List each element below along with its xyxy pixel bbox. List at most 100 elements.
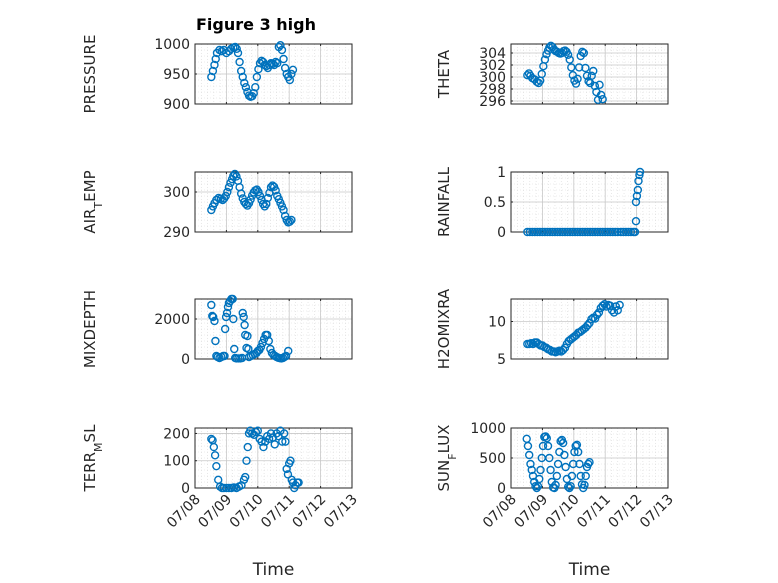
y-tick-label: 300 — [479, 70, 506, 86]
data-point — [570, 447, 579, 457]
data-point — [212, 461, 221, 471]
y-tick-label: 900 — [163, 97, 190, 113]
data-point — [531, 482, 540, 491]
axes-frame — [194, 427, 353, 489]
axes-frame — [510, 298, 669, 360]
data-point — [209, 312, 218, 322]
data-point — [271, 186, 280, 195]
data-point — [538, 441, 548, 451]
y-tick-label: 0 — [181, 481, 190, 497]
data-point — [242, 456, 251, 465]
data-point — [281, 351, 291, 361]
data-point — [523, 441, 533, 451]
y-tick-label: 298 — [479, 82, 506, 98]
data-point — [613, 227, 622, 237]
data-point — [543, 441, 553, 451]
data-point — [240, 78, 249, 88]
data-point — [283, 470, 293, 479]
data-point — [573, 447, 583, 457]
data-point — [545, 43, 554, 52]
data-point — [236, 189, 246, 198]
data-point — [631, 216, 641, 226]
data-point — [632, 191, 642, 201]
data-point — [527, 465, 536, 475]
data-point — [525, 450, 534, 460]
data-point — [615, 300, 624, 310]
data-point — [263, 193, 273, 203]
data-point — [255, 191, 265, 201]
data-point — [220, 351, 229, 361]
y-tick-label: 304 — [479, 46, 506, 62]
data-point — [279, 429, 289, 438]
data-point — [581, 471, 590, 481]
data-point — [558, 345, 568, 355]
data-point — [232, 172, 241, 181]
data-point — [294, 478, 303, 487]
data-point — [592, 310, 602, 319]
y-axis-label: H2OMIXRA — [435, 288, 453, 369]
data-point — [273, 59, 282, 68]
data-point — [284, 346, 293, 356]
y-tick-label: 1000 — [470, 421, 506, 437]
data-point — [541, 432, 550, 441]
data-point — [568, 459, 578, 469]
data-point — [281, 437, 290, 446]
data-point — [278, 437, 287, 446]
y-tick-label: 302 — [479, 58, 506, 74]
subplot-mixdepth: 0 2000 MIXDEPTH — [81, 290, 353, 368]
y-axis-label: RAINFALL — [435, 166, 453, 237]
data-point — [567, 63, 576, 72]
data-point — [257, 437, 266, 446]
data-point — [244, 344, 253, 354]
data-point — [602, 302, 611, 311]
data-point — [580, 480, 589, 490]
data-point — [251, 82, 260, 92]
data-point — [561, 462, 570, 472]
y-tick-label: 0.5 — [484, 195, 506, 211]
data-point — [211, 336, 220, 346]
data-point — [259, 442, 268, 452]
data-point — [537, 69, 546, 79]
data-point — [210, 451, 220, 460]
y-axis-label: TERRMSL — [81, 424, 105, 493]
data-point — [598, 94, 607, 104]
data-point — [579, 48, 589, 58]
data-point — [287, 69, 296, 79]
y-tick-label: 290 — [163, 225, 190, 241]
data-point — [536, 465, 545, 475]
data-point — [251, 427, 261, 437]
data-point — [210, 316, 219, 326]
data-point — [566, 482, 575, 491]
data-point — [608, 227, 617, 237]
y-tick-label: 0 — [497, 481, 506, 497]
data-point — [587, 315, 596, 324]
data-point — [222, 308, 232, 318]
data-point — [594, 308, 604, 317]
data-point — [243, 442, 252, 452]
data-point — [581, 63, 590, 73]
data-point — [575, 459, 584, 469]
data-point — [277, 45, 287, 55]
data-point — [551, 480, 560, 490]
data-point — [635, 167, 645, 177]
data-point — [567, 471, 577, 481]
data-point — [244, 91, 254, 100]
y-tick-label: 5 — [497, 352, 506, 368]
data-point — [223, 187, 232, 197]
data-point — [241, 472, 250, 482]
data-point — [578, 47, 587, 56]
data-point — [552, 471, 562, 481]
data-point — [545, 453, 554, 463]
data-point — [220, 324, 230, 334]
subplot-sun_flux: 0500100007/0807/0907/1007/1107/1207/13SU… — [435, 421, 677, 580]
data-point — [221, 191, 230, 201]
data-point — [253, 426, 262, 435]
data-point — [558, 438, 568, 448]
y-tick-label: 300 — [163, 185, 190, 201]
y-tick-label: 500 — [479, 451, 506, 467]
data-point — [595, 80, 604, 90]
data-point — [285, 217, 295, 226]
data-point — [631, 197, 641, 207]
data-point — [576, 471, 585, 481]
